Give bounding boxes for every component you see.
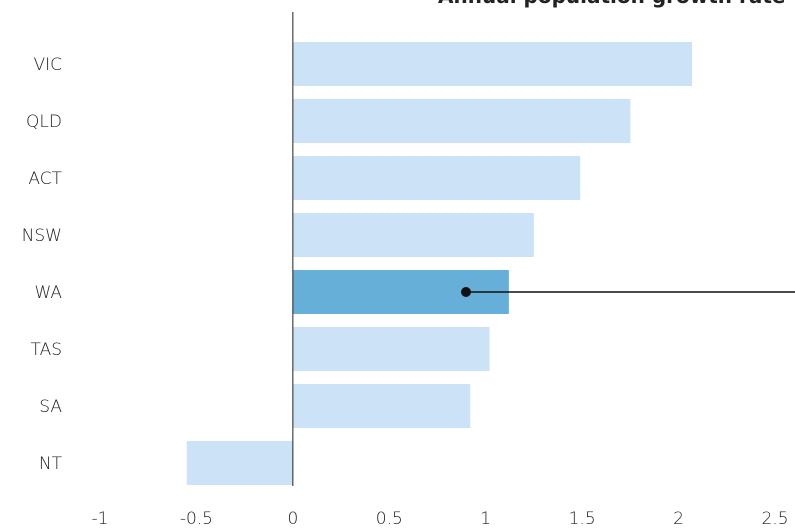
bar bbox=[292, 327, 490, 371]
x-tick-label: -1 bbox=[92, 509, 109, 529]
x-tick-label: -0.5 bbox=[180, 509, 213, 529]
annotation-dot bbox=[461, 287, 471, 297]
x-tick-label: 1.5 bbox=[569, 509, 596, 529]
x-tick-label: 1 bbox=[480, 509, 491, 529]
x-tick-label: 0 bbox=[287, 509, 298, 529]
x-tick-label: 2 bbox=[673, 509, 684, 529]
y-tick-label: QLD bbox=[26, 112, 62, 132]
y-tick-label: WA bbox=[34, 283, 62, 303]
y-tick-label: VIC bbox=[33, 55, 62, 75]
x-tick-label: 2.5 bbox=[761, 509, 788, 529]
bar bbox=[292, 42, 693, 86]
y-tick-label: NT bbox=[39, 454, 63, 474]
bar bbox=[292, 213, 534, 257]
bar bbox=[186, 441, 293, 485]
bar bbox=[292, 156, 581, 200]
bar bbox=[292, 384, 471, 428]
y-tick-label: SA bbox=[39, 397, 62, 417]
chart-title: Annual population growth rate bbox=[438, 0, 785, 8]
y-tick-label: ACT bbox=[28, 169, 62, 189]
y-tick-label: TAS bbox=[31, 340, 63, 360]
x-tick-label: 0.5 bbox=[376, 509, 403, 529]
bar bbox=[292, 99, 631, 143]
y-tick-label: NSW bbox=[22, 226, 62, 246]
